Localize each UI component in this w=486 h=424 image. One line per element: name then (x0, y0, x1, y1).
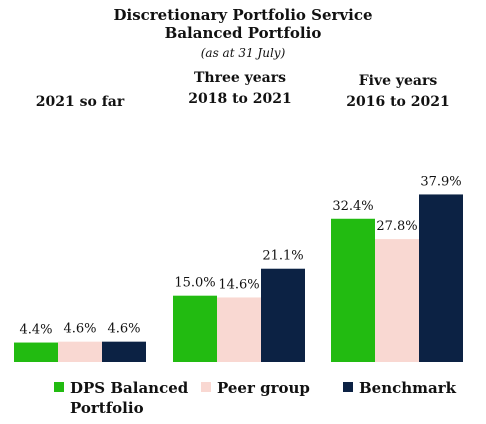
bar (217, 297, 261, 362)
chart-title-line-2: Balanced Portfolio (165, 24, 322, 42)
legend-label: Peer group (217, 379, 310, 397)
category-label: 2018 to 2021 (188, 91, 291, 107)
chart-title-group: Discretionary Portfolio Service Balanced… (114, 6, 373, 60)
data-label: 27.8% (376, 219, 417, 234)
bar (58, 341, 102, 362)
data-label: 37.9% (420, 174, 461, 189)
legend: DPS Balanced Portfolio Peer group Benchmark (54, 379, 457, 417)
data-label: 21.1% (262, 249, 303, 264)
data-label: 15.0% (174, 276, 215, 291)
bar (14, 342, 58, 362)
bar (173, 295, 217, 362)
category-label: 2016 to 2021 (346, 94, 449, 110)
bars (14, 194, 463, 362)
value-labels: 4.4% 15.0% 32.4% 4.6% 14.6% 27.8% 4.6% 21.1% 37.… (19, 174, 461, 337)
chart-title-line-1: Discretionary Portfolio Service (114, 6, 373, 24)
legend-label: DPS Balanced (70, 379, 189, 397)
legend-swatch (343, 382, 353, 392)
data-label: 4.6% (107, 322, 140, 337)
legend-label: Benchmark (359, 379, 457, 397)
data-label: 4.6% (63, 322, 96, 337)
bar (419, 194, 463, 362)
bar (375, 239, 419, 362)
bar (261, 268, 305, 362)
category-label: 2021 so far (36, 94, 125, 110)
legend-swatch (54, 382, 64, 392)
legend-swatch (201, 382, 211, 392)
bar (331, 218, 375, 362)
chart-subtitle: (as at 31 July) (201, 46, 286, 60)
data-label: 32.4% (332, 199, 373, 214)
category-label: Three years (194, 70, 286, 86)
data-label: 4.4% (19, 323, 52, 338)
data-label: 14.6% (218, 277, 259, 292)
legend-label: Portfolio (70, 399, 144, 417)
bar (102, 341, 146, 362)
category-labels: 2021 so far Three years 2018 to 2021 Five y… (36, 70, 450, 110)
category-label: Five years (359, 73, 438, 89)
